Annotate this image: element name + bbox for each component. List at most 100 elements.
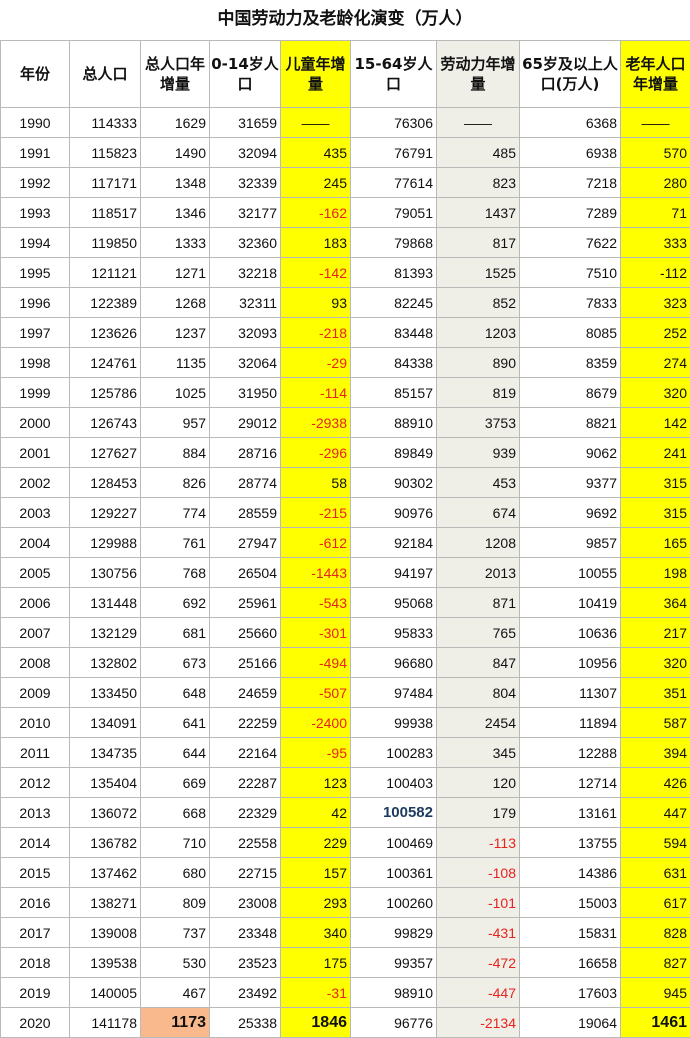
cell-labor-increase: 179 bbox=[436, 797, 520, 828]
header-row: 年份 总人口 总人口年增量 0-14岁人口 儿童年增量 15-64岁人口 劳动力… bbox=[0, 40, 690, 108]
cell-year: 1998 bbox=[0, 347, 70, 378]
cell-children-increase: -114 bbox=[280, 377, 351, 408]
cell-total-population: 114333 bbox=[69, 107, 141, 138]
cell-total-population: 135404 bbox=[69, 767, 141, 798]
cell-children-increase: 42 bbox=[280, 797, 351, 828]
cell-year: 2004 bbox=[0, 527, 70, 558]
cell-total-population: 133450 bbox=[69, 677, 141, 708]
table-row: 2011 134735 644 22164 -95 100283 345 12288 394 bbox=[0, 737, 690, 768]
cell-elderly-increase: 280 bbox=[620, 167, 690, 198]
cell-total-increase: 761 bbox=[140, 527, 210, 558]
cell-age-65-plus: 8679 bbox=[519, 377, 621, 408]
cell-total-population: 139538 bbox=[69, 947, 141, 978]
cell-elderly-increase: 274 bbox=[620, 347, 690, 378]
cell-age-65-plus: 12288 bbox=[519, 737, 621, 768]
header-year: 年份 bbox=[0, 40, 70, 108]
table-row: 2012 135404 669 22287 123 100403 120 12714 426 bbox=[0, 767, 690, 798]
cell-children-increase: 245 bbox=[280, 167, 351, 198]
cell-elderly-increase: 828 bbox=[620, 917, 690, 948]
cell-elderly-increase: 198 bbox=[620, 557, 690, 588]
cell-age-0-14: 31659 bbox=[209, 107, 281, 138]
cell-labor-increase: 674 bbox=[436, 497, 520, 528]
cell-elderly-increase: 351 bbox=[620, 677, 690, 708]
cell-age-65-plus: 12714 bbox=[519, 767, 621, 798]
cell-labor-increase: 871 bbox=[436, 587, 520, 618]
cell-age-0-14: 32094 bbox=[209, 137, 281, 168]
table-row: 1996 122389 1268 32311 93 82245 852 7833 323 bbox=[0, 287, 690, 318]
cell-age-65-plus: 13755 bbox=[519, 827, 621, 858]
cell-total-population: 130756 bbox=[69, 557, 141, 588]
cell-age-15-64: 94197 bbox=[350, 557, 437, 588]
table-row: 2001 127627 884 28716 -296 89849 939 9062 241 bbox=[0, 437, 690, 468]
cell-labor-increase: -108 bbox=[436, 857, 520, 888]
cell-year: 1994 bbox=[0, 227, 70, 258]
cell-children-increase: 183 bbox=[280, 227, 351, 258]
cell-age-15-64: 83448 bbox=[350, 317, 437, 348]
cell-children-increase: -29 bbox=[280, 347, 351, 378]
table-row: 1992 117171 1348 32339 245 77614 823 7218 280 bbox=[0, 167, 690, 198]
cell-year: 1993 bbox=[0, 197, 70, 228]
cell-age-65-plus: 7289 bbox=[519, 197, 621, 228]
cell-age-0-14: 28559 bbox=[209, 497, 281, 528]
cell-elderly-increase: 394 bbox=[620, 737, 690, 768]
cell-age-15-64: 96680 bbox=[350, 647, 437, 678]
cell-age-0-14: 31950 bbox=[209, 377, 281, 408]
table-row: 1990 114333 1629 31659 —— 76306 —— 6368 —— bbox=[0, 107, 690, 138]
table-row: 1998 124761 1135 32064 -29 84338 890 8359 274 bbox=[0, 347, 690, 378]
cell-age-0-14: 27947 bbox=[209, 527, 281, 558]
cell-elderly-increase: 827 bbox=[620, 947, 690, 978]
cell-year: 2003 bbox=[0, 497, 70, 528]
cell-age-15-64: 82245 bbox=[350, 287, 437, 318]
cell-year: 2000 bbox=[0, 407, 70, 438]
cell-children-increase: -612 bbox=[280, 527, 351, 558]
cell-total-population: 141178 bbox=[69, 1007, 141, 1038]
cell-elderly-increase: 142 bbox=[620, 407, 690, 438]
cell-total-increase: 1348 bbox=[140, 167, 210, 198]
cell-total-population: 138271 bbox=[69, 887, 141, 918]
cell-labor-increase: 120 bbox=[436, 767, 520, 798]
table-row: 2016 138271 809 23008 293 100260 -101 15003 617 bbox=[0, 887, 690, 918]
cell-total-increase: 648 bbox=[140, 677, 210, 708]
table-row: 2018 139538 530 23523 175 99357 -472 16658 827 bbox=[0, 947, 690, 978]
cell-age-0-14: 23008 bbox=[209, 887, 281, 918]
cell-total-population: 136072 bbox=[69, 797, 141, 828]
cell-year: 2017 bbox=[0, 917, 70, 948]
header-children-increase: 儿童年增量 bbox=[280, 40, 351, 108]
cell-age-15-64: 100283 bbox=[350, 737, 437, 768]
cell-age-65-plus: 9857 bbox=[519, 527, 621, 558]
cell-age-15-64: 95833 bbox=[350, 617, 437, 648]
cell-total-population: 125786 bbox=[69, 377, 141, 408]
cell-children-increase: -215 bbox=[280, 497, 351, 528]
table-row: 2014 136782 710 22558 229 100469 -113 13755 594 bbox=[0, 827, 690, 858]
cell-total-population: 117171 bbox=[69, 167, 141, 198]
cell-children-increase: -543 bbox=[280, 587, 351, 618]
cell-children-increase: 229 bbox=[280, 827, 351, 858]
cell-children-increase: -2400 bbox=[280, 707, 351, 738]
cell-total-population: 134735 bbox=[69, 737, 141, 768]
cell-total-increase: 668 bbox=[140, 797, 210, 828]
cell-total-increase: 774 bbox=[140, 497, 210, 528]
cell-children-increase: 293 bbox=[280, 887, 351, 918]
cell-labor-increase: 823 bbox=[436, 167, 520, 198]
cell-total-population: 132802 bbox=[69, 647, 141, 678]
cell-labor-increase: 939 bbox=[436, 437, 520, 468]
table-row: 2017 139008 737 23348 340 99829 -431 15831 828 bbox=[0, 917, 690, 948]
cell-elderly-increase: 333 bbox=[620, 227, 690, 258]
cell-age-0-14: 22164 bbox=[209, 737, 281, 768]
table-row: 2002 128453 826 28774 58 90302 453 9377 315 bbox=[0, 467, 690, 498]
cell-total-increase: 737 bbox=[140, 917, 210, 948]
cell-year: 2006 bbox=[0, 587, 70, 618]
cell-age-15-64: 76306 bbox=[350, 107, 437, 138]
cell-age-0-14: 24659 bbox=[209, 677, 281, 708]
cell-total-increase: 957 bbox=[140, 407, 210, 438]
table-row: 2005 130756 768 26504 -1443 94197 2013 10055 198 bbox=[0, 557, 690, 588]
header-elderly-increase: 老年人口年增量 bbox=[620, 40, 690, 108]
cell-age-0-14: 23492 bbox=[209, 977, 281, 1008]
cell-children-increase: 435 bbox=[280, 137, 351, 168]
cell-age-0-14: 32064 bbox=[209, 347, 281, 378]
cell-labor-increase: 2013 bbox=[436, 557, 520, 588]
table-row: 2006 131448 692 25961 -543 95068 871 10419 364 bbox=[0, 587, 690, 618]
cell-year: 2019 bbox=[0, 977, 70, 1008]
cell-elderly-increase: —— bbox=[620, 107, 690, 138]
cell-age-65-plus: 8821 bbox=[519, 407, 621, 438]
